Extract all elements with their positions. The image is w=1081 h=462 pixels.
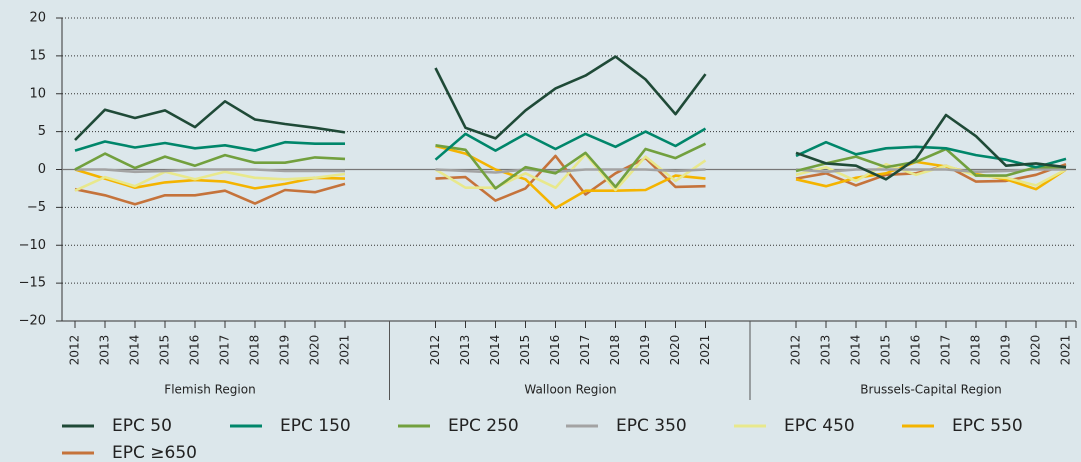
x-tick-label: 2012 bbox=[789, 335, 803, 366]
x-tick-label: 2019 bbox=[999, 335, 1013, 366]
series-line bbox=[74, 152, 346, 171]
legend-label: EPC ≥650 bbox=[112, 443, 197, 462]
series-line bbox=[795, 160, 1067, 191]
legend-label: EPC 450 bbox=[784, 416, 855, 436]
legend-label: EPC 250 bbox=[448, 416, 519, 436]
legend-label: EPC 50 bbox=[112, 416, 172, 436]
x-tick-label: 2017 bbox=[578, 335, 592, 366]
x-tick-label: 2020 bbox=[308, 335, 322, 366]
series-line bbox=[795, 113, 1067, 181]
x-tick-label: 2014 bbox=[849, 335, 863, 366]
x-tick-label: 2012 bbox=[428, 335, 442, 366]
x-tick-label: 2018 bbox=[969, 335, 983, 366]
y-tick-label: −15 bbox=[19, 276, 46, 291]
y-tick-label: −5 bbox=[27, 200, 46, 215]
y-tick-label: 15 bbox=[29, 48, 46, 63]
x-tick-label: 2014 bbox=[128, 335, 142, 366]
series-line bbox=[435, 168, 706, 174]
x-tick-label: 2021 bbox=[1059, 335, 1073, 366]
series-line bbox=[435, 142, 707, 190]
series-line bbox=[74, 140, 345, 152]
group-label: Brussels-Capital Region bbox=[860, 383, 1002, 397]
x-tick-label: 2020 bbox=[1029, 335, 1043, 366]
x-tick-label: 2015 bbox=[518, 335, 532, 366]
x-tick-label: 2014 bbox=[488, 335, 502, 366]
y-tick-label: 0 bbox=[38, 162, 46, 177]
y-tick-label: −20 bbox=[19, 314, 46, 329]
x-tick-label: 2018 bbox=[608, 335, 622, 366]
x-tick-label: 2021 bbox=[698, 335, 712, 366]
group-label: Walloon Region bbox=[524, 383, 616, 397]
x-tick-label: 2017 bbox=[939, 335, 953, 366]
series-line bbox=[434, 55, 707, 140]
series-line bbox=[74, 100, 346, 141]
x-tick-label: 2013 bbox=[98, 335, 112, 366]
series-line bbox=[434, 127, 707, 161]
x-tick-label: 2020 bbox=[668, 335, 682, 366]
y-tick-label: 20 bbox=[29, 11, 46, 26]
series-line bbox=[74, 168, 346, 190]
series-line bbox=[435, 144, 706, 210]
y-tick-label: 5 bbox=[38, 124, 46, 139]
legend-label: EPC 550 bbox=[952, 416, 1023, 436]
x-tick-label: 2013 bbox=[819, 335, 833, 366]
series-line bbox=[75, 168, 345, 174]
x-tick-label: 2019 bbox=[278, 335, 292, 366]
series-line bbox=[74, 182, 346, 206]
x-tick-label: 2016 bbox=[188, 335, 202, 366]
series-line bbox=[795, 147, 1066, 177]
x-tick-label: 2015 bbox=[879, 335, 893, 366]
x-tick-label: 2012 bbox=[68, 335, 82, 366]
series-line bbox=[74, 170, 346, 192]
x-tick-label: 2019 bbox=[638, 335, 652, 366]
x-tick-label: 2016 bbox=[548, 335, 562, 366]
x-tick-label: 2016 bbox=[909, 335, 923, 366]
y-tick-label: 10 bbox=[29, 86, 46, 101]
x-tick-label: 2017 bbox=[218, 335, 232, 366]
legend-label: EPC 350 bbox=[616, 416, 687, 436]
x-tick-label: 2013 bbox=[458, 335, 472, 366]
group-label: Flemish Region bbox=[164, 383, 255, 397]
x-tick-label: 2018 bbox=[248, 335, 262, 366]
legend-label: EPC 150 bbox=[280, 416, 351, 436]
x-tick-label: 2021 bbox=[338, 335, 352, 366]
x-tick-label: 2015 bbox=[158, 335, 172, 366]
y-tick-label: −10 bbox=[19, 238, 46, 253]
